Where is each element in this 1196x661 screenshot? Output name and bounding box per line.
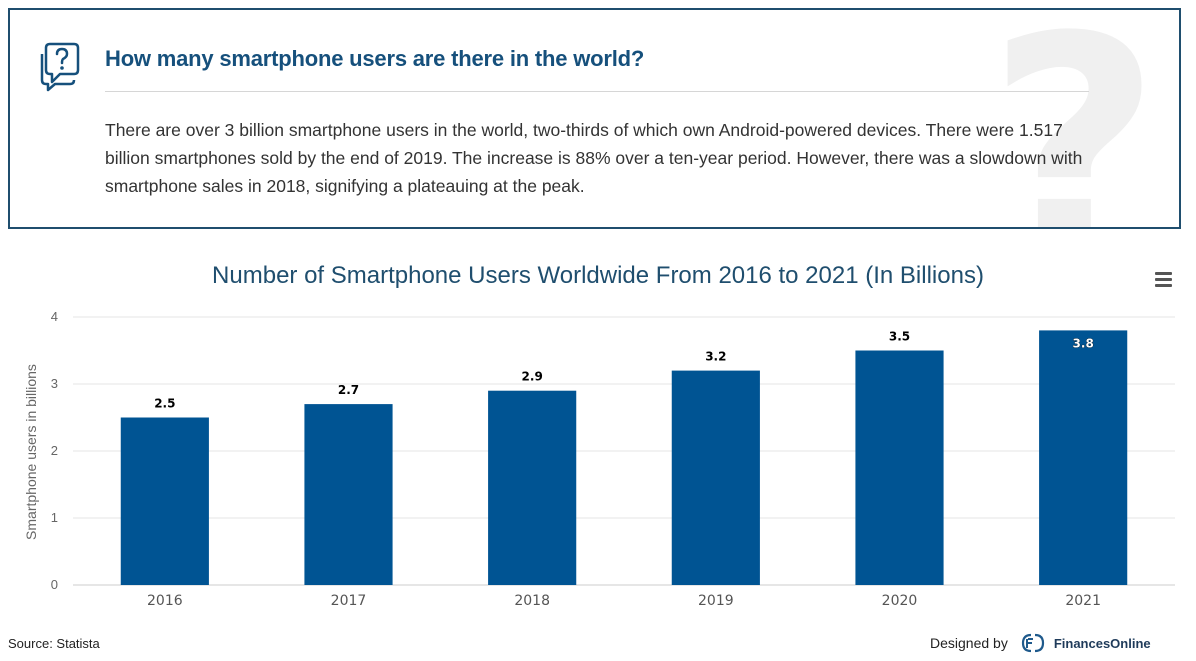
y-tick-label: 0 bbox=[51, 577, 58, 592]
x-axis-ticks: 2016 2017 2018 2019 2020 2021 bbox=[147, 593, 1101, 609]
data-label: 3.5 bbox=[889, 330, 910, 344]
y-tick-label: 3 bbox=[51, 376, 58, 391]
y-tick-label: 4 bbox=[51, 309, 58, 324]
bar bbox=[120, 417, 209, 585]
designed-by-label: Designed by bbox=[930, 635, 1008, 651]
bar bbox=[488, 390, 577, 585]
y-axis-ticks: 0 1 2 3 4 bbox=[51, 309, 58, 592]
chart-title: Number of Smartphone Users Worldwide Fro… bbox=[212, 262, 984, 289]
x-tick-label: 2019 bbox=[698, 593, 734, 609]
bars bbox=[120, 330, 1128, 585]
credit: Designed by FinancesOnline bbox=[930, 632, 1151, 654]
financesonline-logo-icon bbox=[1021, 633, 1044, 653]
bar bbox=[304, 404, 393, 585]
x-tick-label: 2020 bbox=[882, 593, 918, 609]
bar bbox=[1039, 330, 1128, 585]
x-tick-label: 2016 bbox=[147, 593, 183, 609]
bar bbox=[671, 370, 760, 585]
hamburger-menu-icon[interactable] bbox=[1155, 272, 1172, 287]
data-label: 3.8 bbox=[1073, 336, 1094, 350]
data-label: 2.7 bbox=[338, 383, 359, 397]
data-labels: 2.5 2.7 2.9 3.2 3.5 3.8 bbox=[154, 330, 1094, 411]
question-chat-bubble-icon bbox=[40, 42, 80, 92]
data-label: 2.9 bbox=[522, 370, 543, 384]
data-label: 2.5 bbox=[154, 397, 175, 411]
x-tick-label: 2018 bbox=[514, 593, 550, 609]
answer-text: There are over 3 billion smartphone user… bbox=[105, 120, 1083, 196]
y-axis-label: Smartphone users in billions bbox=[23, 364, 39, 540]
source-text: Source: Statista bbox=[8, 636, 100, 651]
y-tick-label: 2 bbox=[51, 443, 58, 458]
x-tick-label: 2017 bbox=[331, 593, 367, 609]
question-title: How many smartphone users are there in t… bbox=[105, 46, 645, 71]
background-question-mark: ? bbox=[986, 8, 1161, 229]
x-tick-label: 2021 bbox=[1065, 593, 1101, 609]
qa-box: ? How many smartphone users are there in… bbox=[8, 8, 1181, 229]
y-tick-label: 1 bbox=[51, 510, 58, 525]
bar bbox=[855, 350, 944, 585]
data-label: 3.2 bbox=[705, 350, 726, 364]
divider bbox=[105, 91, 1089, 92]
gridlines bbox=[73, 316, 1175, 586]
brand-name: FinancesOnline bbox=[1053, 635, 1151, 651]
